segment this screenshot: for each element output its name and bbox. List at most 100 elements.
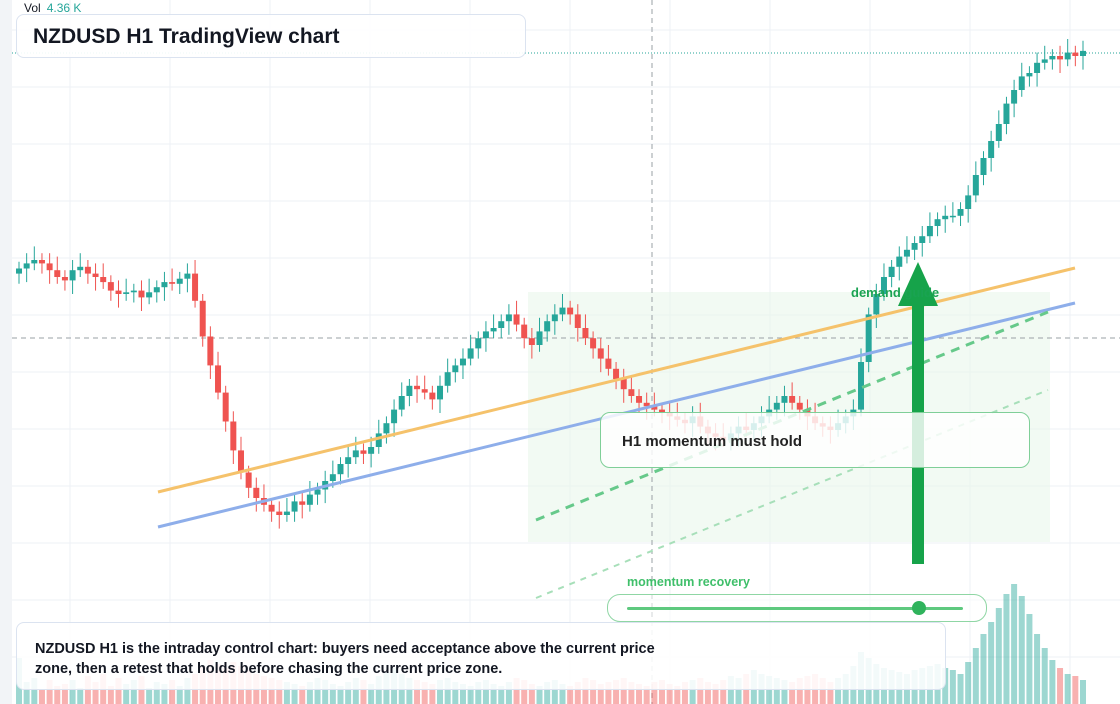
volume-bar: [61, 684, 68, 704]
volume-bar: [1018, 596, 1025, 704]
candle-body: [345, 457, 352, 464]
candle-body: [398, 396, 405, 410]
candle-body: [283, 511, 290, 515]
candle: [61, 270, 68, 291]
candle: [789, 382, 796, 410]
candle: [858, 348, 865, 417]
candle: [429, 385, 436, 410]
candle-body: [138, 290, 145, 298]
volume-bar: [1072, 676, 1079, 704]
candle: [16, 261, 22, 284]
candle-body: [919, 236, 926, 243]
candle-body: [176, 278, 183, 284]
candle-body: [613, 368, 620, 379]
volume-bar: [23, 682, 30, 704]
candle-body: [31, 260, 38, 264]
volume-bar: [276, 680, 283, 704]
chart-title: NZDUSD H1 TradingView chart: [33, 25, 340, 48]
candle-body: [949, 215, 956, 218]
volume-bar: [620, 678, 627, 704]
candle: [1080, 40, 1086, 70]
candle-body: [299, 501, 306, 505]
candle-body: [873, 294, 880, 315]
volume-bar: [544, 682, 551, 704]
volume-bar: [697, 678, 704, 704]
candle-body: [528, 338, 535, 345]
candle-body: [444, 372, 451, 386]
candle-body: [574, 314, 581, 328]
candle-body: [23, 263, 30, 269]
candle: [306, 481, 313, 512]
candle-body: [161, 282, 168, 288]
candle: [926, 212, 933, 243]
candle: [176, 271, 183, 294]
candle-body: [1034, 62, 1041, 73]
volume-bar: [444, 678, 451, 704]
candle: [199, 294, 206, 347]
candle-body: [1041, 59, 1048, 63]
candle: [1049, 49, 1056, 70]
volume-bar: [115, 678, 122, 704]
candle: [482, 321, 489, 352]
candle-body: [605, 358, 612, 369]
candle-body: [199, 300, 206, 337]
volume-bar: [613, 680, 620, 704]
candle-body: [46, 263, 53, 271]
momentum-recovery-slider[interactable]: [607, 594, 987, 622]
candle-body: [942, 215, 949, 220]
candle-body: [329, 474, 336, 481]
volume-bar: [1049, 660, 1056, 704]
candle-body: [1026, 73, 1033, 77]
candle: [337, 457, 344, 485]
candle: [184, 263, 191, 293]
candle-body: [92, 273, 99, 277]
candle-body: [268, 504, 275, 512]
candle-body: [903, 249, 910, 257]
candle: [467, 334, 474, 366]
candle: [475, 331, 482, 359]
left-price-scale-strip[interactable]: [0, 0, 12, 704]
candle-body: [995, 124, 1002, 141]
candle-body: [858, 362, 865, 410]
analysis-note-text: NZDUSD H1 is the intraday control chart:…: [35, 641, 655, 677]
volume-bar: [54, 686, 61, 704]
candle: [459, 348, 466, 379]
volume-bar: [421, 682, 428, 704]
candle-body: [926, 226, 933, 237]
volume-bar: [605, 682, 612, 704]
candle-body: [306, 494, 313, 505]
volume-bar: [513, 678, 520, 704]
candle: [505, 304, 512, 335]
volume-bar: [283, 682, 290, 704]
volume-bar: [804, 676, 811, 704]
candle: [490, 314, 497, 339]
candle: [169, 268, 176, 291]
volume-bar: [153, 682, 160, 704]
volume-bar: [766, 676, 773, 704]
volume-bar: [643, 686, 650, 704]
candle: [965, 185, 972, 223]
candle: [406, 379, 413, 407]
candle: [383, 416, 390, 444]
candle: [54, 256, 61, 284]
candle: [123, 278, 130, 301]
candle-body: [896, 256, 903, 267]
candle-body: [467, 348, 474, 359]
candle: [1003, 96, 1010, 135]
volume-bar: [169, 680, 176, 704]
volume-legend: Vol 4.36 K: [24, 1, 81, 15]
volume-bar: [666, 684, 673, 704]
volume-bar: [161, 684, 168, 704]
momentum-slider-track: [627, 607, 963, 610]
volume-bar: [1034, 634, 1041, 704]
momentum-slider-knob[interactable]: [912, 601, 927, 615]
candle: [299, 491, 306, 519]
volume-bar: [291, 684, 298, 704]
volume-bar: [498, 686, 505, 704]
candle: [130, 283, 137, 303]
candle: [345, 447, 352, 478]
candle-body: [559, 307, 566, 315]
candle: [988, 130, 995, 172]
candle: [544, 314, 551, 342]
volume-bar: [597, 684, 604, 704]
